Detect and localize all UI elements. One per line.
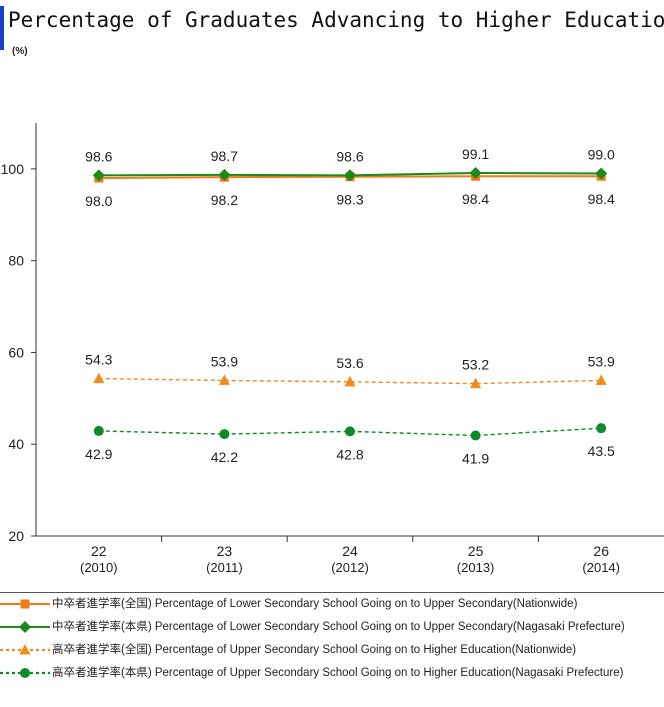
legend-item-2: 高卒者進学率(全国) Percentage of Upper Secondary… <box>0 639 664 662</box>
x-tick-label-era: 26 <box>593 543 609 559</box>
chart-legend: 中卒者進学率(全国) Percentage of Lower Secondary… <box>0 592 664 685</box>
x-tick-label-era: 25 <box>468 543 484 559</box>
legend-item-1: 中卒者進学率(本県) Percentage of Lower Secondary… <box>0 616 664 639</box>
legend-label: 高卒者進学率(全国) Percentage of Upper Secondary… <box>52 644 577 656</box>
legend-swatch-marker <box>19 621 31 633</box>
series-2-data-label: 53.2 <box>462 357 489 373</box>
legend-label: 高卒者進学率(本県) Percentage of Upper Secondary… <box>52 667 624 679</box>
y-tick-label: 80 <box>8 253 24 269</box>
series-0-data-label: 98.3 <box>336 192 363 208</box>
y-tick-label: 20 <box>8 528 24 544</box>
series-3-point <box>345 426 355 437</box>
series-2-data-label: 54.3 <box>85 352 112 368</box>
series-2-point <box>344 375 356 387</box>
series-3-data-label: 42.8 <box>336 446 363 462</box>
x-tick-label-era: 24 <box>342 543 358 559</box>
series-2-point <box>218 374 230 385</box>
series-1-data-label: 98.6 <box>336 148 363 164</box>
series-1-data-label: 99.1 <box>462 146 489 162</box>
series-2-point <box>595 374 607 385</box>
title-accent-bar <box>0 6 4 50</box>
x-tick-label-era: 22 <box>91 543 107 559</box>
series-0-data-label: 98.2 <box>211 192 238 208</box>
legend-swatch <box>0 599 50 609</box>
series-3-point <box>93 425 104 436</box>
series-0-data-label: 98.4 <box>462 191 489 207</box>
legend-swatch <box>0 644 50 655</box>
series-2-data-label: 53.6 <box>336 355 363 371</box>
y-tick-label: 100 <box>1 161 25 177</box>
chart-title: Percentage of Graduates Advancing to Hig… <box>8 8 664 32</box>
legend-swatch-marker <box>20 668 30 678</box>
legend-swatch-marker <box>20 599 30 609</box>
series-3-data-label: 42.9 <box>85 446 112 462</box>
series-3-data-label: 43.5 <box>588 443 615 459</box>
series-1-point <box>92 169 105 182</box>
x-tick-label-year: (2013) <box>457 560 495 575</box>
x-tick-label-era: 23 <box>217 543 233 559</box>
line-chart: 2040608010022(2010)23(2011)24(2012)25(20… <box>1 123 664 575</box>
series-2-point <box>470 377 482 389</box>
series-1-point <box>595 167 608 180</box>
legend-swatch <box>0 668 50 678</box>
y-tick-label: 60 <box>8 344 24 360</box>
series-2-data-label: 53.9 <box>211 353 238 369</box>
series-3-point <box>596 423 607 434</box>
legend-label: 中卒者進学率(本県) Percentage of Lower Secondary… <box>52 621 625 633</box>
x-tick-label-year: (2012) <box>331 560 369 575</box>
x-tick-label-year: (2014) <box>582 560 620 575</box>
series-0-data-label: 98.4 <box>588 191 615 207</box>
series-3-data-label: 42.2 <box>211 449 238 465</box>
series-1-point <box>218 168 231 181</box>
legend-swatch <box>0 621 50 633</box>
y-axis-unit-label: (%) <box>12 46 28 57</box>
series-2-point <box>93 372 105 384</box>
series-1-data-label: 98.7 <box>211 148 238 164</box>
series-1-point <box>344 169 356 182</box>
legend-item-3: 高卒者進学率(本県) Percentage of Upper Secondary… <box>0 662 664 685</box>
legend-swatch-marker <box>19 644 31 655</box>
series-1-point <box>469 167 482 180</box>
series-2-data-label: 53.9 <box>588 353 615 369</box>
series-3-point <box>219 429 230 440</box>
legend-label: 中卒者進学率(全国) Percentage of Lower Secondary… <box>52 598 578 610</box>
series-1-data-label: 98.6 <box>85 148 112 164</box>
series-3-data-label: 41.9 <box>462 451 489 467</box>
series-3-point <box>470 430 481 441</box>
series-0-data-label: 98.0 <box>85 193 112 209</box>
legend-item-0: 中卒者進学率(全国) Percentage of Lower Secondary… <box>0 593 664 616</box>
x-tick-label-year: (2011) <box>206 560 243 575</box>
y-tick-label: 40 <box>8 436 24 452</box>
series-1-data-label: 99.0 <box>588 146 615 162</box>
x-tick-label-year: (2010) <box>80 560 118 575</box>
